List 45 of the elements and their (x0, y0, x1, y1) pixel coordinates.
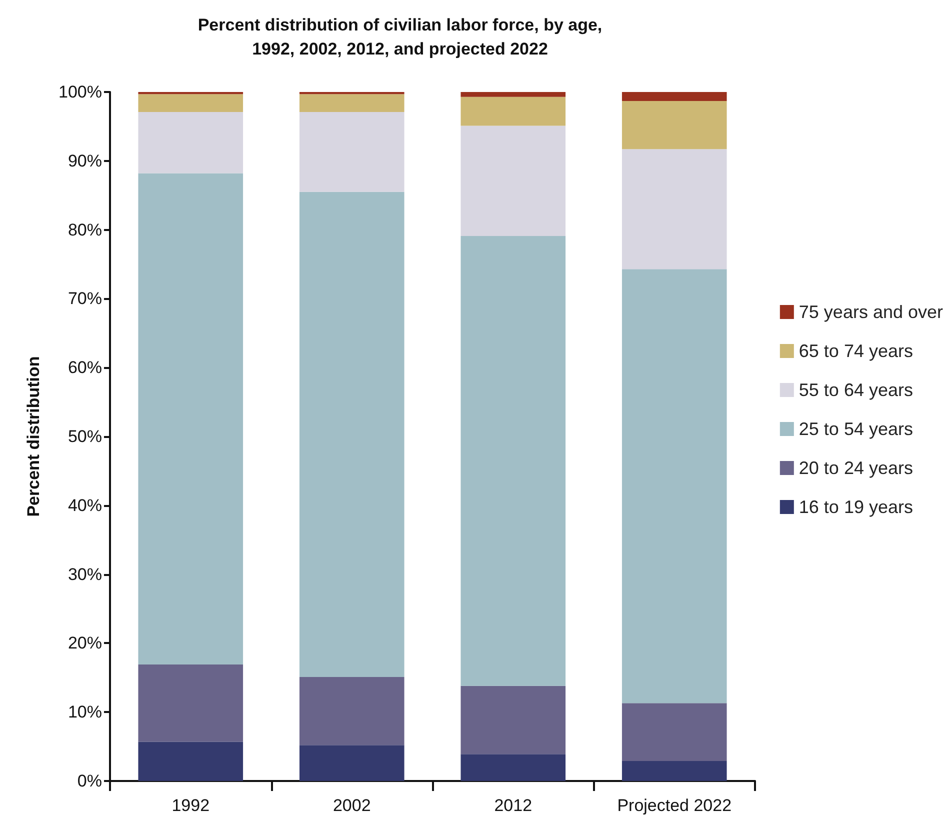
legend-label: 55 to 64 years (798, 380, 913, 400)
legend-label: 20 to 24 years (798, 458, 913, 478)
bar (138, 742, 244, 781)
y-tick-label: 20% (68, 634, 102, 653)
x-tick-label: Projected 2022 (617, 796, 732, 815)
legend-label: 16 to 19 years (798, 497, 913, 517)
y-tick-label: 90% (68, 151, 102, 170)
y-tick-label: 70% (68, 289, 102, 308)
y-tick-label: 30% (68, 564, 102, 584)
bar (622, 149, 727, 270)
bar (460, 96, 566, 126)
bar (299, 112, 404, 192)
y-tick-label: 60% (68, 358, 102, 378)
bar (460, 686, 566, 754)
bar (299, 745, 404, 781)
x-tick-label: 2012 (494, 796, 532, 815)
bar (299, 94, 404, 112)
y-tick-label: 100% (58, 82, 102, 102)
y-tick-label: 0% (77, 772, 102, 790)
legend-label: 75 years and over (798, 302, 944, 322)
bar (138, 173, 244, 665)
x-tick-label: 1992 (172, 796, 210, 815)
y-tick-label: 40% (68, 496, 102, 515)
bar (622, 703, 727, 762)
bar (460, 92, 566, 97)
chart-title: Percent distribution of civilian labor force, by age, 1992, 2002, 2012, and projected 2022 (198, 16, 602, 58)
bar (460, 236, 566, 686)
bar (622, 269, 727, 704)
bar (460, 126, 566, 236)
y-axis-title: Percent distribution (24, 356, 43, 517)
y-tick-label: 50% (68, 427, 102, 446)
bar (299, 192, 404, 677)
bar (460, 754, 566, 781)
x-tick-label: 2002 (332, 796, 371, 815)
bar (138, 664, 244, 742)
bar (622, 100, 727, 150)
bar (138, 94, 244, 112)
y-tick-label: 10% (68, 702, 102, 722)
y-tick-label: 80% (68, 220, 102, 240)
bar (622, 761, 727, 781)
legend-label: 65 to 74 years (798, 341, 913, 361)
bar (622, 92, 727, 101)
bar (299, 676, 404, 746)
legend-label: 25 to 54 years (798, 419, 913, 439)
bar (138, 112, 244, 174)
